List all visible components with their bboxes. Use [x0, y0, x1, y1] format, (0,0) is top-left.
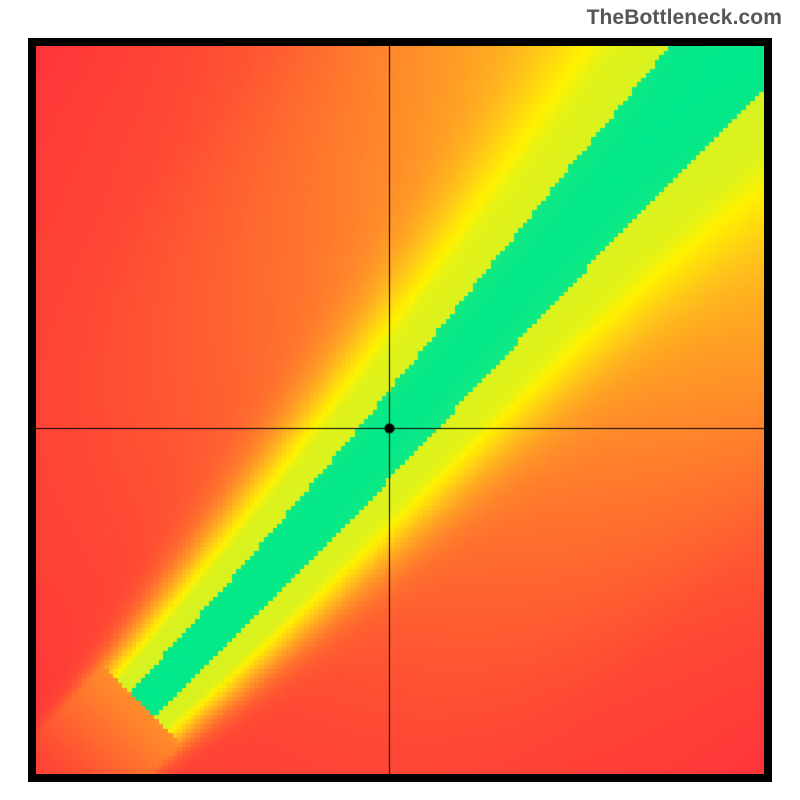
watermark-text: TheBottleneck.com [587, 6, 782, 30]
chart-frame [28, 38, 772, 782]
page-container: TheBottleneck.com [0, 0, 800, 800]
bottleneck-heatmap [36, 46, 764, 774]
